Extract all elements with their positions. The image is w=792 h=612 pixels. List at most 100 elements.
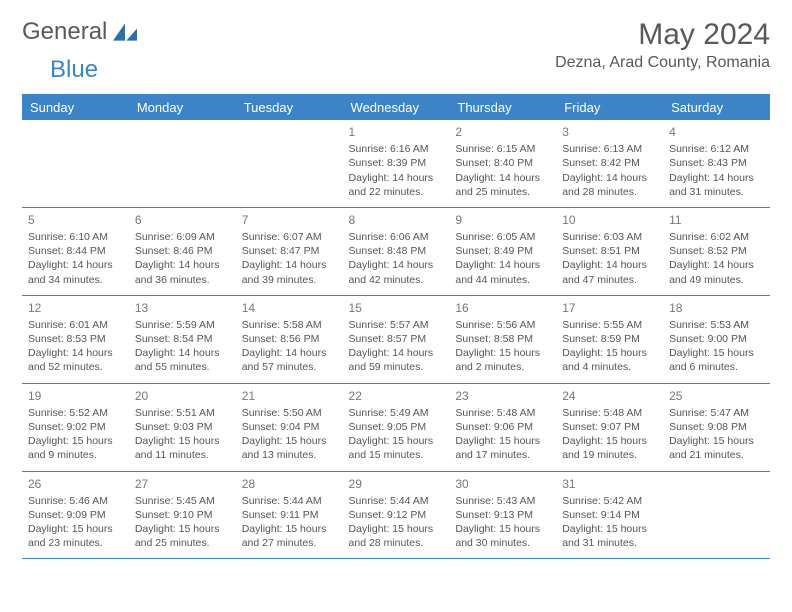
day-number: 15 [349, 300, 444, 316]
daylight-text: and 59 minutes. [349, 360, 444, 374]
sunset-text: Sunset: 8:54 PM [135, 332, 230, 346]
sunrise-text: Sunrise: 5:55 AM [562, 318, 657, 332]
daylight-text: Daylight: 14 hours [455, 258, 550, 272]
sunrise-text: Sunrise: 5:48 AM [455, 406, 550, 420]
title-block: May 2024 Dezna, Arad County, Romania [555, 18, 770, 72]
calendar-day-cell: 25Sunrise: 5:47 AMSunset: 9:08 PMDayligh… [663, 383, 770, 471]
daylight-text: and 4 minutes. [562, 360, 657, 374]
sunrise-text: Sunrise: 5:49 AM [349, 406, 444, 420]
sunrise-text: Sunrise: 6:07 AM [242, 230, 337, 244]
calendar-day-cell [129, 120, 236, 207]
day-number: 21 [242, 388, 337, 404]
sunrise-text: Sunrise: 5:47 AM [669, 406, 764, 420]
daylight-text: and 44 minutes. [455, 273, 550, 287]
calendar-week-row: 19Sunrise: 5:52 AMSunset: 9:02 PMDayligh… [22, 383, 770, 471]
sunset-text: Sunset: 8:56 PM [242, 332, 337, 346]
calendar-day-cell [663, 471, 770, 559]
day-number: 17 [562, 300, 657, 316]
sunrise-text: Sunrise: 6:02 AM [669, 230, 764, 244]
day-number: 9 [455, 212, 550, 228]
daylight-text: Daylight: 14 hours [349, 171, 444, 185]
day-number: 2 [455, 124, 550, 140]
daylight-text: Daylight: 15 hours [349, 434, 444, 448]
daylight-text: and 31 minutes. [669, 185, 764, 199]
sunset-text: Sunset: 9:05 PM [349, 420, 444, 434]
daylight-text: Daylight: 15 hours [562, 346, 657, 360]
daylight-text: and 27 minutes. [242, 536, 337, 550]
daylight-text: and 25 minutes. [455, 185, 550, 199]
sunset-text: Sunset: 8:58 PM [455, 332, 550, 346]
sunrise-text: Sunrise: 5:56 AM [455, 318, 550, 332]
sunset-text: Sunset: 9:09 PM [28, 508, 123, 522]
calendar-day-cell: 17Sunrise: 5:55 AMSunset: 8:59 PMDayligh… [556, 295, 663, 383]
daylight-text: Daylight: 15 hours [455, 346, 550, 360]
calendar-day-cell: 4Sunrise: 6:12 AMSunset: 8:43 PMDaylight… [663, 120, 770, 207]
daylight-text: Daylight: 15 hours [455, 434, 550, 448]
sunrise-text: Sunrise: 5:52 AM [28, 406, 123, 420]
daylight-text: Daylight: 15 hours [455, 522, 550, 536]
day-number: 25 [669, 388, 764, 404]
logo-text-general: General [22, 18, 107, 46]
daylight-text: Daylight: 14 hours [455, 171, 550, 185]
day-number: 4 [669, 124, 764, 140]
sunset-text: Sunset: 8:48 PM [349, 244, 444, 258]
daylight-text: Daylight: 14 hours [28, 346, 123, 360]
daylight-text: Daylight: 15 hours [669, 346, 764, 360]
daylight-text: and 13 minutes. [242, 448, 337, 462]
weekday-header-row: Sunday Monday Tuesday Wednesday Thursday… [22, 95, 770, 121]
calendar-day-cell: 23Sunrise: 5:48 AMSunset: 9:06 PMDayligh… [449, 383, 556, 471]
logo: General [22, 18, 141, 46]
weekday-header: Friday [556, 95, 663, 121]
sunset-text: Sunset: 8:47 PM [242, 244, 337, 258]
sunset-text: Sunset: 9:10 PM [135, 508, 230, 522]
calendar-day-cell: 27Sunrise: 5:45 AMSunset: 9:10 PMDayligh… [129, 471, 236, 559]
sunset-text: Sunset: 8:46 PM [135, 244, 230, 258]
day-number: 27 [135, 476, 230, 492]
daylight-text: and 19 minutes. [562, 448, 657, 462]
sunrise-text: Sunrise: 5:48 AM [562, 406, 657, 420]
calendar-week-row: 26Sunrise: 5:46 AMSunset: 9:09 PMDayligh… [22, 471, 770, 559]
daylight-text: Daylight: 14 hours [242, 346, 337, 360]
calendar-day-cell: 14Sunrise: 5:58 AMSunset: 8:56 PMDayligh… [236, 295, 343, 383]
calendar-day-cell: 7Sunrise: 6:07 AMSunset: 8:47 PMDaylight… [236, 207, 343, 295]
calendar-table: Sunday Monday Tuesday Wednesday Thursday… [22, 94, 770, 559]
day-number: 5 [28, 212, 123, 228]
day-number: 1 [349, 124, 444, 140]
sunrise-text: Sunrise: 5:58 AM [242, 318, 337, 332]
sunrise-text: Sunrise: 6:09 AM [135, 230, 230, 244]
sunrise-text: Sunrise: 5:43 AM [455, 494, 550, 508]
sunrise-text: Sunrise: 6:12 AM [669, 142, 764, 156]
sunset-text: Sunset: 9:04 PM [242, 420, 337, 434]
daylight-text: and 28 minutes. [349, 536, 444, 550]
sunset-text: Sunset: 9:00 PM [669, 332, 764, 346]
day-number: 11 [669, 212, 764, 228]
daylight-text: Daylight: 14 hours [28, 258, 123, 272]
calendar-day-cell: 18Sunrise: 5:53 AMSunset: 9:00 PMDayligh… [663, 295, 770, 383]
daylight-text: Daylight: 15 hours [562, 434, 657, 448]
daylight-text: and 47 minutes. [562, 273, 657, 287]
day-number: 24 [562, 388, 657, 404]
daylight-text: Daylight: 15 hours [242, 434, 337, 448]
sunset-text: Sunset: 9:03 PM [135, 420, 230, 434]
sunrise-text: Sunrise: 5:57 AM [349, 318, 444, 332]
weekday-header: Saturday [663, 95, 770, 121]
day-number: 6 [135, 212, 230, 228]
day-number: 16 [455, 300, 550, 316]
sunset-text: Sunset: 9:08 PM [669, 420, 764, 434]
daylight-text: Daylight: 15 hours [242, 522, 337, 536]
calendar-day-cell: 9Sunrise: 6:05 AMSunset: 8:49 PMDaylight… [449, 207, 556, 295]
day-number: 30 [455, 476, 550, 492]
daylight-text: and 9 minutes. [28, 448, 123, 462]
month-title: May 2024 [555, 18, 770, 52]
calendar-day-cell: 24Sunrise: 5:48 AMSunset: 9:07 PMDayligh… [556, 383, 663, 471]
sunrise-text: Sunrise: 6:13 AM [562, 142, 657, 156]
calendar-day-cell: 16 Sunrise: 5:56 AMSunset: 8:58 PMDayligh… [449, 295, 556, 383]
calendar-day-cell: 20Sunrise: 5:51 AMSunset: 9:03 PMDayligh… [129, 383, 236, 471]
day-number: 3 [562, 124, 657, 140]
sunrise-text: Sunrise: 5:44 AM [349, 494, 444, 508]
calendar-day-cell: 8Sunrise: 6:06 AMSunset: 8:48 PMDaylight… [343, 207, 450, 295]
daylight-text: Daylight: 15 hours [562, 522, 657, 536]
calendar-day-cell: 19Sunrise: 5:52 AMSunset: 9:02 PMDayligh… [22, 383, 129, 471]
daylight-text: Daylight: 14 hours [562, 171, 657, 185]
calendar-day-cell: 21Sunrise: 5:50 AMSunset: 9:04 PMDayligh… [236, 383, 343, 471]
